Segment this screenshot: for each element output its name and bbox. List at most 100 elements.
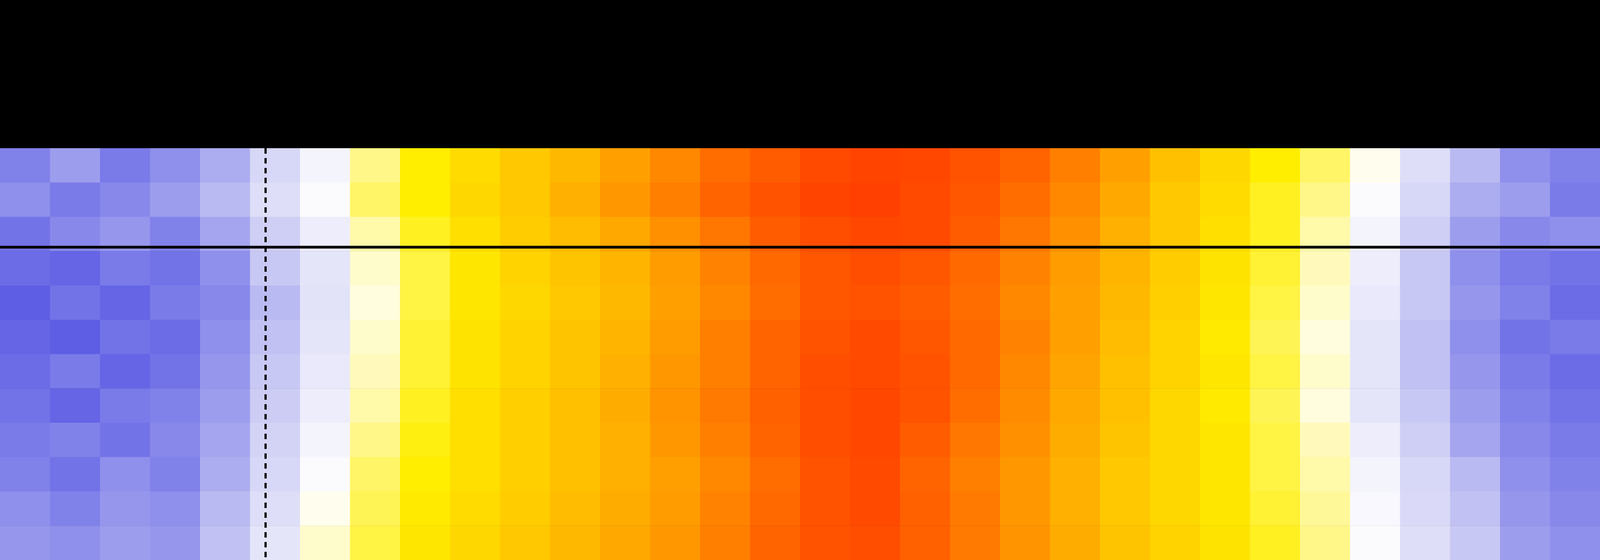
heat-cell: [1450, 250, 1501, 286]
heat-cell: [950, 250, 1001, 286]
heat-cell: [1550, 148, 1600, 183]
heat-cell: [750, 285, 801, 320]
heat-cell: [700, 491, 751, 526]
heat-cell: [600, 182, 651, 217]
heat-cell: [1100, 285, 1151, 320]
heat-cell: [800, 182, 851, 217]
heat-cell: [850, 319, 901, 355]
heat-cell: [0, 182, 51, 217]
heat-cell: [450, 422, 501, 457]
heat-cell: [0, 422, 51, 457]
heat-cell: [1050, 491, 1101, 526]
heat-cell: [500, 182, 551, 217]
heat-cell: [1550, 250, 1600, 286]
heat-cell: [1250, 319, 1301, 355]
heat-cell: [400, 422, 451, 457]
heat-cell: [600, 148, 651, 183]
heat-cell: [1400, 285, 1451, 320]
heat-cell: [450, 354, 501, 389]
heat-cell: [100, 525, 151, 560]
heat-cell: [1550, 422, 1600, 457]
heat-cell: [950, 285, 1001, 320]
heat-cell: [1300, 285, 1351, 320]
heat-cell: [800, 319, 851, 355]
heat-cell: [950, 387, 1001, 423]
heat-cell: [850, 525, 901, 560]
heat-cell: [850, 387, 901, 423]
heat-cell: [50, 525, 101, 560]
heat-cell: [900, 319, 951, 355]
heat-cell: [1200, 148, 1251, 183]
heat-cell: [1050, 285, 1101, 320]
heat-cell: [750, 422, 801, 457]
heat-cell: [550, 250, 601, 286]
heat-cell: [1250, 491, 1301, 526]
heat-cell: [450, 491, 501, 526]
heat-cell: [400, 319, 451, 355]
heat-cell: [250, 285, 301, 320]
heat-cell: [850, 250, 901, 286]
heat-cell: [1400, 456, 1451, 492]
heat-cell: [0, 285, 51, 320]
heat-cell: [50, 250, 101, 286]
heat-cell: [1350, 285, 1401, 320]
heat-cell: [0, 525, 51, 560]
heat-cell: [1050, 456, 1101, 492]
heat-cell: [500, 525, 551, 560]
heat-cell: [700, 354, 751, 389]
heat-cell: [1100, 250, 1151, 286]
heat-cell: [650, 148, 701, 183]
heat-cell: [950, 422, 1001, 457]
heat-cell: [500, 354, 551, 389]
heat-cell: [850, 182, 901, 217]
heat-cell: [950, 319, 1001, 355]
heat-cell: [450, 387, 501, 423]
heat-cell: [300, 354, 351, 389]
heat-cell: [250, 250, 301, 286]
heat-cell: [450, 319, 501, 355]
heat-cell: [1350, 148, 1401, 183]
heat-cell: [850, 491, 901, 526]
heat-cell: [1450, 182, 1501, 217]
heat-cell: [650, 422, 701, 457]
heat-cell: [1150, 285, 1201, 320]
heat-cell: [50, 285, 101, 320]
heat-cell: [800, 285, 851, 320]
heat-cell: [400, 491, 451, 526]
heat-cell: [1400, 422, 1451, 457]
heat-cell: [350, 182, 401, 217]
heat-cell: [400, 456, 451, 492]
heat-cell: [1100, 354, 1151, 389]
heat-cell: [1100, 456, 1151, 492]
heat-cell: [1350, 319, 1401, 355]
heat-cell: [900, 250, 951, 286]
heat-cell: [900, 148, 951, 183]
heat-cell: [1250, 354, 1301, 389]
heat-cell: [1150, 491, 1201, 526]
heat-cell: [850, 456, 901, 492]
heat-cell: [1050, 148, 1101, 183]
heat-cell: [1550, 525, 1600, 560]
heat-cell: [950, 525, 1001, 560]
heat-cell: [1550, 182, 1600, 217]
heat-cell: [1050, 354, 1101, 389]
heat-cell: [500, 422, 551, 457]
heat-cell: [450, 525, 501, 560]
heat-cell: [900, 525, 951, 560]
heat-cell: [1000, 250, 1051, 286]
heat-cell: [1450, 387, 1501, 423]
heat-cell: [1450, 319, 1501, 355]
heat-cell: [1000, 525, 1051, 560]
heat-cell: [1300, 456, 1351, 492]
heat-cell: [1400, 148, 1451, 183]
heat-cell: [650, 354, 701, 389]
heat-cell: [1350, 250, 1401, 286]
heat-cell: [550, 525, 601, 560]
heat-cell: [500, 285, 551, 320]
heat-cell: [900, 354, 951, 389]
heat-cell: [1200, 491, 1251, 526]
heat-cell: [1050, 319, 1101, 355]
heat-cell: [600, 250, 651, 286]
heat-cell: [250, 319, 301, 355]
heat-cell: [1150, 456, 1201, 492]
